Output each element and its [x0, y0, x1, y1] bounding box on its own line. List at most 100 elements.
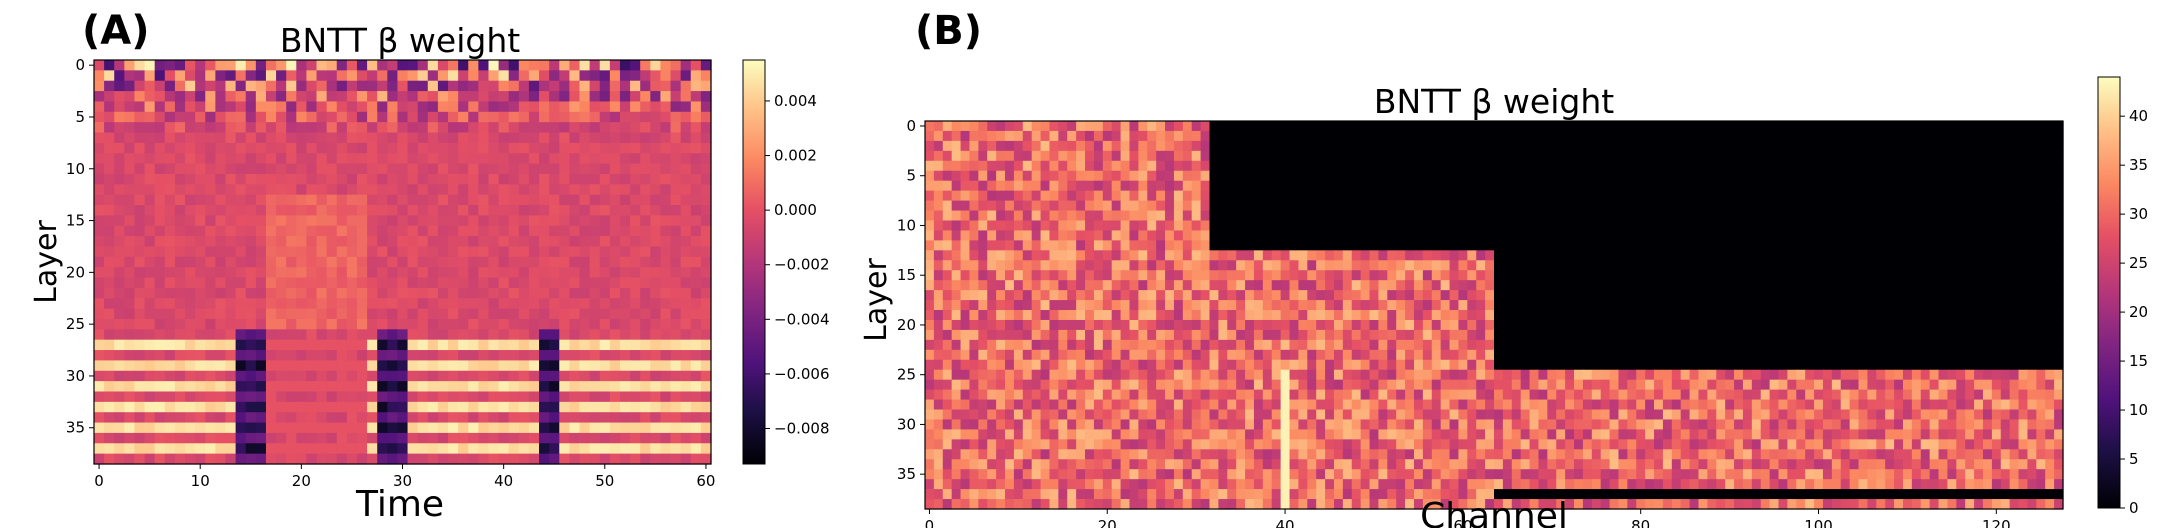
heatmap-cell — [1351, 140, 1362, 152]
heatmap-cell — [427, 122, 439, 134]
heatmap-cell — [265, 350, 277, 362]
heatmap-cell — [1796, 121, 1806, 132]
heatmap-cell — [1138, 260, 1148, 271]
heatmap-cell — [225, 443, 237, 455]
heatmap-cell — [549, 453, 560, 465]
heatmap-cell — [2027, 200, 2037, 212]
heatmap-cell — [1049, 130, 1059, 142]
heatmap-cell — [549, 70, 560, 82]
heatmap-cell — [346, 391, 358, 403]
heatmap-cell — [154, 91, 166, 103]
heatmap-cell — [205, 215, 216, 227]
heatmap-cell — [1796, 140, 1806, 152]
heatmap-cell — [951, 290, 962, 301]
heatmap-cell — [94, 267, 105, 279]
heatmap-cell — [265, 401, 277, 413]
heatmap-cell — [969, 230, 979, 241]
heatmap-cell — [609, 205, 621, 216]
heatmap-cell — [255, 329, 267, 341]
heatmap-cell — [640, 101, 651, 113]
heatmap-cell — [1218, 130, 1228, 142]
heatmap-cell — [518, 391, 530, 403]
heatmap-cell — [700, 80, 712, 92]
heatmap-cell — [336, 111, 348, 123]
heatmap-cell — [367, 422, 378, 434]
heatmap-cell — [245, 277, 257, 289]
heatmap-cell — [528, 318, 540, 330]
heatmap-cell — [417, 443, 429, 455]
heatmap-cell — [1920, 180, 1931, 192]
heatmap-cell — [367, 318, 378, 330]
heatmap-cell — [559, 391, 570, 403]
heatmap-cell — [215, 298, 227, 310]
heatmap-cell — [1538, 130, 1548, 142]
heatmap-cell — [1422, 300, 1433, 311]
heatmap-cell — [1511, 310, 1522, 321]
heatmap-cell — [1574, 310, 1584, 321]
heatmap-cell — [1662, 190, 1673, 202]
heatmap-cell — [1689, 300, 1700, 311]
heatmap-cell — [448, 246, 459, 258]
heatmap-cell — [1876, 260, 1886, 271]
heatmap-cell — [1298, 210, 1308, 222]
heatmap-cell — [1351, 170, 1362, 182]
heatmap-cell — [1707, 160, 1717, 172]
heatmap-cell — [640, 339, 651, 351]
heatmap-cell — [1422, 260, 1433, 271]
heatmap-cell — [1627, 280, 1637, 291]
heatmap-cell — [1929, 190, 1940, 202]
heatmap-cell — [1920, 140, 1931, 152]
heatmap-cell — [1645, 270, 1655, 281]
heatmap-cell — [1440, 130, 1451, 142]
heatmap-cell — [1031, 160, 1042, 172]
heatmap-cell — [316, 412, 328, 424]
heatmap-cell — [195, 287, 206, 299]
y-tick-label: 10 — [66, 160, 85, 178]
heatmap-cell — [539, 132, 550, 144]
heatmap-cell — [987, 140, 997, 152]
heatmap-cell — [458, 122, 469, 134]
heatmap-cell — [508, 80, 520, 92]
heatmap-cell — [356, 225, 368, 237]
panel-a: (A) BNTT β weight 0 10 20 30 40 50 60051015202… — [29, 8, 830, 525]
heatmap-cell — [690, 267, 702, 279]
heatmap-cell — [650, 287, 662, 299]
heatmap-cell — [458, 401, 469, 413]
heatmap-cell — [1396, 270, 1406, 281]
heatmap-cell — [1929, 270, 1940, 281]
heatmap-cell — [1369, 240, 1380, 251]
heatmap-cell — [1431, 150, 1442, 162]
heatmap-cell — [1698, 250, 1708, 261]
heatmap-cell — [1751, 180, 1762, 192]
heatmap-cell — [296, 122, 308, 134]
heatmap-cell — [164, 370, 176, 382]
heatmap-cell — [1058, 160, 1068, 172]
heatmap-cell — [1262, 210, 1273, 222]
heatmap-cell — [2018, 190, 2029, 202]
heatmap-cell — [1040, 290, 1051, 301]
heatmap-cell — [367, 391, 378, 403]
heatmap-cell — [1325, 270, 1335, 281]
heatmap-cell — [245, 329, 257, 341]
heatmap-cell — [427, 287, 439, 299]
heatmap-cell — [1911, 190, 1922, 202]
heatmap-cell — [670, 391, 682, 403]
heatmap-cell — [660, 205, 672, 216]
heatmap-cell — [670, 308, 682, 320]
heatmap-cell — [2054, 210, 2064, 222]
heatmap-cell — [2000, 210, 2011, 222]
heatmap-cell — [1680, 290, 1691, 301]
heatmap-cell — [1173, 250, 1184, 261]
heatmap-cell — [1494, 300, 1504, 311]
heatmap-cell — [235, 308, 247, 320]
heatmap-cell — [2000, 200, 2011, 212]
heatmap-cell — [448, 432, 459, 444]
heatmap-cell — [996, 150, 1006, 162]
heatmap-cell — [326, 360, 338, 372]
heatmap-cell — [336, 370, 348, 382]
heatmap-cell — [1218, 210, 1228, 222]
heatmap-cell — [94, 184, 105, 196]
heatmap-cell — [306, 236, 318, 248]
heatmap-cell — [1102, 200, 1113, 212]
heatmap-cell — [94, 215, 105, 227]
